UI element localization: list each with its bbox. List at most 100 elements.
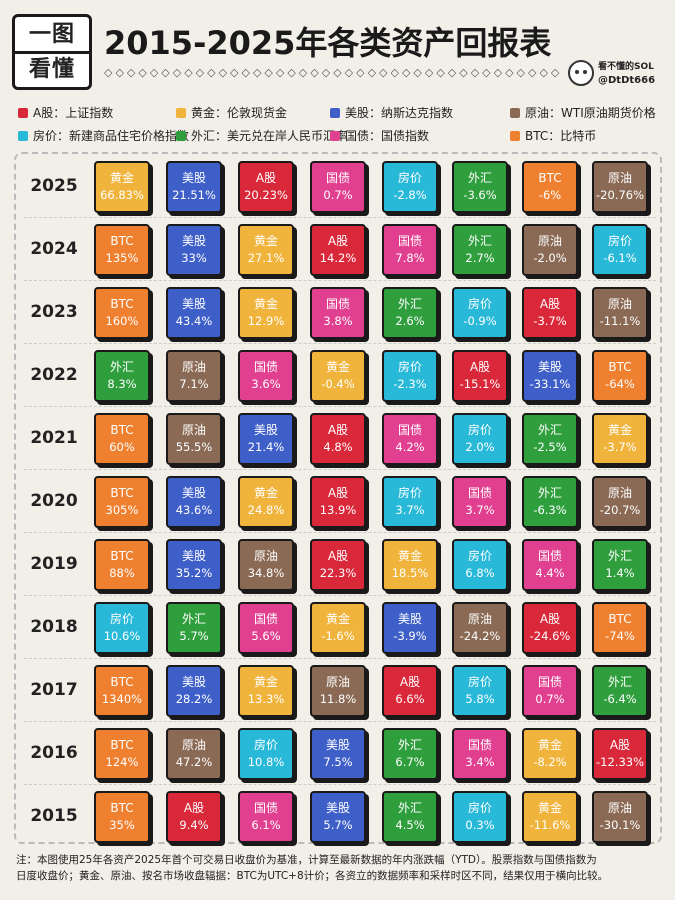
asset-name: 黄金 (537, 738, 562, 752)
return-cell: 房价 2.0% (452, 413, 508, 465)
asset-name: A股 (469, 360, 491, 374)
return-cell: 国债 3.4% (452, 728, 508, 780)
return-value: 28.2% (175, 692, 213, 706)
return-cell: BTC 305% (94, 476, 150, 528)
asset-name: A股 (183, 801, 205, 815)
legend-item: BTC：比特币 (510, 127, 596, 144)
return-value: -64% (605, 377, 635, 391)
row-divider (24, 721, 656, 722)
return-value: 13.3% (247, 692, 285, 706)
asset-name: A股 (255, 171, 277, 185)
year-label: 2017 (30, 680, 78, 700)
legend: A股：上证指数 黄金：伦敦现货金 美股：纳斯达克指数 原油：WTI原油期货价格 房价：新… (18, 104, 663, 150)
asset-name: BTC (608, 360, 632, 374)
return-cell: 原油 -20.7% (592, 476, 648, 528)
year-label: 2015 (30, 806, 78, 826)
return-value: 4.4% (535, 566, 565, 580)
return-value: 7.8% (395, 251, 425, 265)
return-value: 24.8% (247, 503, 285, 517)
return-cell: A股 4.8% (310, 413, 366, 465)
asset-name: A股 (399, 675, 421, 689)
return-value: 3.6% (251, 377, 281, 391)
return-cell: 黄金 12.9% (238, 287, 294, 339)
return-value: -15.1% (459, 377, 501, 391)
return-cell: 美股 43.4% (166, 287, 222, 339)
return-value: 20.23% (244, 188, 288, 202)
return-value: 10.8% (247, 755, 285, 769)
return-value: 8.3% (107, 377, 137, 391)
asset-name: 房价 (467, 549, 492, 563)
asset-name: 国债 (253, 801, 278, 815)
return-cell: 黄金 -1.6% (310, 602, 366, 654)
return-value: 27.1% (247, 251, 285, 265)
row-divider (24, 406, 656, 407)
return-value: -1.6% (321, 629, 355, 643)
return-value: -6.4% (603, 692, 637, 706)
badge-line2: 看懂 (28, 56, 75, 82)
legend-item: A股：上证指数 (18, 104, 113, 121)
return-cell: 原油 34.8% (238, 539, 294, 591)
return-cell: BTC -64% (592, 350, 648, 402)
footnote: 注：本图使用25年各资产2025年首个可交易日收盘价为基准，计算至最新数据的年内… (16, 852, 661, 884)
asset-name: 国债 (325, 171, 350, 185)
asset-name: 房价 (607, 234, 632, 248)
asset-name: 原油 (181, 423, 206, 437)
return-value: 6.6% (395, 692, 425, 706)
return-value: 2.7% (465, 251, 495, 265)
asset-name: BTC (110, 549, 134, 563)
return-value: 47.2% (175, 755, 213, 769)
return-cell: 外汇 -3.6% (452, 161, 508, 213)
asset-name: 房价 (109, 612, 134, 626)
asset-name: 国债 (537, 675, 562, 689)
return-value: 7.1% (179, 377, 209, 391)
return-cell: BTC 88% (94, 539, 150, 591)
legend-swatch (510, 107, 520, 118)
table-row: 2015 BTC 35% A股 9.4% 国债 6.1% 美股 5.7% 外汇 4.5% 房价 0.3%… (16, 788, 664, 851)
return-cell: 原油 -11.1% (592, 287, 648, 339)
asset-name: 外汇 (467, 234, 492, 248)
legend-label: 国债：国债指数 (345, 129, 430, 143)
asset-name: 外汇 (397, 801, 422, 815)
return-value: 43.4% (175, 314, 213, 328)
legend-swatch (176, 107, 186, 118)
return-value: 160% (105, 314, 139, 328)
return-value: 6.1% (251, 818, 281, 832)
return-cell: 黄金 24.8% (238, 476, 294, 528)
return-cell: 房价 5.8% (452, 665, 508, 717)
return-cell: BTC -6% (522, 161, 578, 213)
logo-badge: 一图 看懂 (12, 14, 92, 90)
return-cell: 国债 4.4% (522, 539, 578, 591)
table-row: 2025 黄金 66.83% 美股 21.51% A股 20.23% 国债 0.7% 房价 -2.8… (16, 158, 664, 221)
table-row: 2023 BTC 160% 美股 43.4% 黄金 12.9% 国债 3.8% 外汇 2.6% 房价 -… (16, 284, 664, 347)
return-cell: 外汇 8.3% (94, 350, 150, 402)
footnote-line2: 日度收盘价；黄金、原油、按名市场收盘辐据：BTC为UTC+8计价；各资立的数据频… (16, 870, 609, 882)
return-value: -6% (538, 188, 562, 202)
return-value: 11.8% (319, 692, 357, 706)
returns-table: 2025 黄金 66.83% 美股 21.51% A股 20.23% 国债 0.7% 房价 -2.8… (14, 152, 662, 844)
author-handle: @DtDt666 (598, 75, 656, 86)
asset-name: BTC (608, 612, 632, 626)
return-cell: 原油 47.2% (166, 728, 222, 780)
return-value: -3.9% (393, 629, 427, 643)
year-label: 2019 (30, 554, 78, 574)
return-value: -30.1% (599, 818, 641, 832)
return-value: -2.3% (393, 377, 427, 391)
return-value: 33% (181, 251, 207, 265)
header: 一图 看懂 2015-2025年各类资产回报表 ◇◇◇◇◇◇◇◇◇◇◇◇◇◇◇◇… (0, 0, 675, 96)
return-value: -8.2% (533, 755, 567, 769)
return-cell: 国债 0.7% (310, 161, 366, 213)
asset-name: BTC (110, 738, 134, 752)
asset-name: 国债 (253, 612, 278, 626)
asset-name: 美股 (325, 738, 350, 752)
legend-item: 黄金：伦敦现货金 (176, 104, 287, 121)
return-cell: 外汇 2.6% (382, 287, 438, 339)
return-cell: A股 -12.33% (592, 728, 648, 780)
return-cell: 美股 7.5% (310, 728, 366, 780)
asset-name: 原油 (325, 675, 350, 689)
asset-name: 美股 (181, 171, 206, 185)
return-cell: A股 -15.1% (452, 350, 508, 402)
return-value: 124% (105, 755, 139, 769)
asset-name: 美股 (181, 675, 206, 689)
return-value: 21.4% (247, 440, 285, 454)
return-value: -0.4% (321, 377, 355, 391)
